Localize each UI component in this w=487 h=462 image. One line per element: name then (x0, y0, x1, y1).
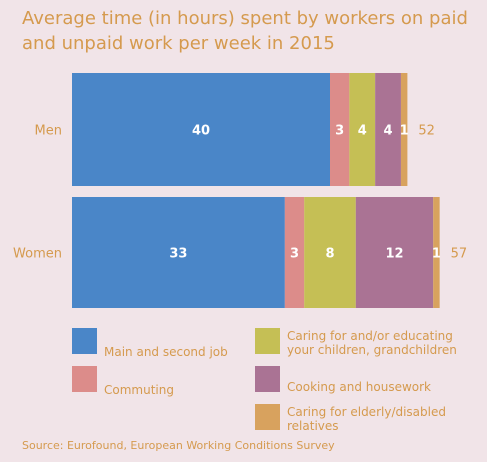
total-label-men: 52 (418, 124, 435, 139)
data-label-women-3: 12 (385, 247, 403, 262)
legend-swatch-3 (255, 366, 280, 392)
category-label-men: Men (35, 124, 62, 139)
bar-segment-men-2 (349, 73, 376, 186)
data-label-women-1: 3 (290, 247, 299, 262)
legend-swatch-2 (255, 328, 280, 354)
data-label-men-4: 1 (400, 124, 409, 139)
bar-segment-women-1 (284, 197, 305, 308)
data-label-women-4: 1 (432, 247, 441, 262)
legend-swatch-0 (72, 328, 97, 354)
data-label-men-1: 3 (335, 124, 344, 139)
bar-segment-men-0 (72, 73, 330, 186)
data-label-men-3: 4 (384, 124, 393, 139)
source-note: Source: Eurofound, European Working Cond… (22, 439, 335, 452)
legend-label-3: Cooking and housework (287, 380, 431, 394)
legend-swatch-1 (72, 366, 97, 392)
legend-label-4: Caring for elderly/disabled relatives (287, 405, 446, 433)
bar-segment-men-3 (375, 73, 401, 186)
legend-label-2: Caring for and/or educating your children… (287, 329, 457, 357)
legend-swatch-4 (255, 404, 280, 430)
total-label-women: 57 (451, 247, 468, 262)
data-label-women-2: 8 (325, 247, 334, 262)
data-label-men-2: 4 (358, 124, 367, 139)
category-label-women: Women (13, 247, 62, 262)
legend-label-0: Main and second job (104, 345, 228, 359)
bar-segment-women-4 (433, 197, 440, 308)
bar-segment-men-4 (400, 73, 408, 186)
bar-segment-men-1 (330, 73, 350, 186)
bar-segment-women-2 (304, 197, 356, 308)
data-label-women-0: 33 (169, 247, 187, 262)
bar-segment-women-0 (72, 197, 285, 308)
bar-segment-women-3 (355, 197, 434, 308)
data-label-men-0: 40 (192, 124, 210, 139)
chart-title: Average time (in hours) spent by workers… (22, 8, 468, 54)
legend-label-1: Commuting (104, 383, 174, 397)
